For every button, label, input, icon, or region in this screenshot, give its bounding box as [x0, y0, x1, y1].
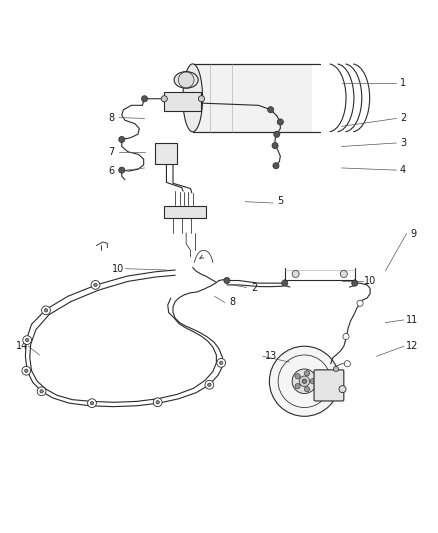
Text: 10: 10: [112, 264, 124, 273]
Circle shape: [282, 280, 288, 286]
Circle shape: [344, 361, 350, 367]
Circle shape: [90, 401, 94, 405]
Bar: [164, 92, 201, 110]
Bar: [164, 206, 206, 219]
Circle shape: [217, 359, 226, 367]
Circle shape: [141, 96, 148, 102]
Circle shape: [343, 334, 349, 340]
Circle shape: [269, 346, 339, 416]
Circle shape: [302, 379, 307, 383]
Circle shape: [94, 283, 97, 287]
Circle shape: [119, 167, 125, 173]
Text: 14: 14: [16, 341, 28, 351]
Circle shape: [42, 306, 50, 314]
Circle shape: [295, 384, 300, 389]
Circle shape: [153, 398, 162, 407]
Circle shape: [40, 390, 43, 393]
Circle shape: [340, 270, 347, 278]
Circle shape: [198, 96, 205, 102]
Circle shape: [304, 386, 310, 392]
Circle shape: [333, 366, 339, 372]
Circle shape: [274, 131, 280, 138]
Circle shape: [25, 338, 29, 342]
Circle shape: [119, 136, 125, 142]
Text: 13: 13: [265, 351, 277, 361]
Circle shape: [44, 309, 48, 312]
Circle shape: [273, 163, 279, 169]
Text: 7: 7: [109, 147, 115, 157]
Circle shape: [178, 72, 194, 88]
Circle shape: [205, 381, 214, 389]
Circle shape: [292, 270, 299, 278]
Circle shape: [357, 300, 363, 306]
FancyBboxPatch shape: [193, 64, 312, 132]
Circle shape: [208, 383, 211, 386]
Circle shape: [268, 107, 274, 113]
Circle shape: [156, 400, 159, 404]
Text: 12: 12: [406, 341, 418, 351]
Circle shape: [304, 370, 310, 376]
Text: 4: 4: [400, 165, 406, 175]
Circle shape: [352, 280, 358, 286]
Circle shape: [277, 119, 283, 125]
Text: 1: 1: [400, 77, 406, 87]
Circle shape: [339, 386, 346, 393]
Ellipse shape: [174, 71, 198, 88]
FancyBboxPatch shape: [314, 370, 344, 401]
Text: 8: 8: [109, 112, 115, 123]
Circle shape: [310, 378, 315, 384]
Text: 6: 6: [109, 166, 115, 176]
Circle shape: [292, 369, 317, 393]
Circle shape: [295, 374, 300, 379]
Text: 5: 5: [277, 196, 283, 206]
Circle shape: [23, 336, 32, 344]
Circle shape: [91, 280, 100, 289]
Text: 9: 9: [411, 229, 417, 239]
Circle shape: [37, 387, 46, 395]
Ellipse shape: [183, 64, 202, 132]
Circle shape: [272, 142, 278, 149]
Text: 3: 3: [400, 138, 406, 148]
Text: 8: 8: [229, 297, 235, 308]
Text: 10: 10: [364, 276, 376, 286]
Circle shape: [22, 366, 31, 375]
Text: 11: 11: [406, 315, 418, 325]
Circle shape: [224, 278, 230, 284]
Text: 2: 2: [251, 282, 257, 293]
Text: 2: 2: [400, 114, 406, 124]
Circle shape: [299, 376, 310, 386]
Circle shape: [219, 361, 223, 365]
Circle shape: [88, 399, 96, 408]
Bar: [155, 143, 177, 164]
Circle shape: [161, 96, 167, 102]
Circle shape: [25, 369, 28, 373]
